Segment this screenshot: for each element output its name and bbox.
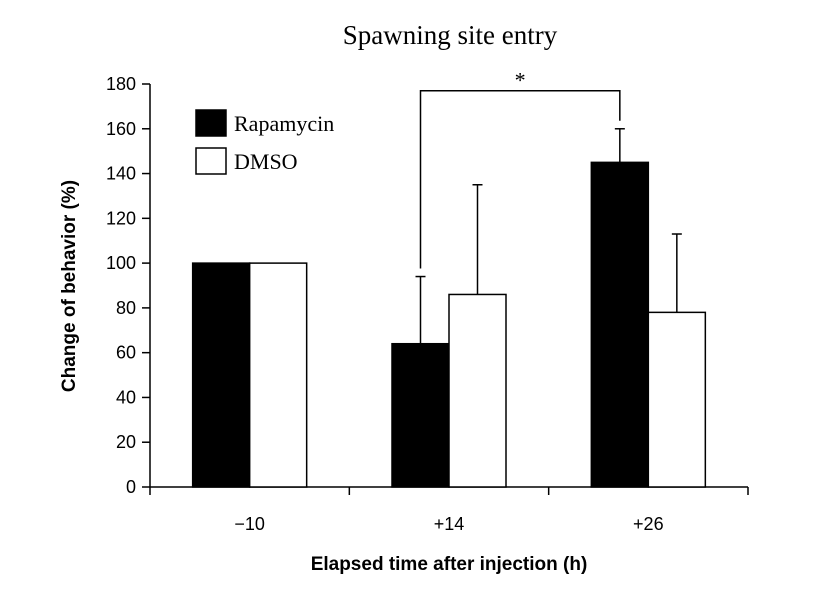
bars (191, 161, 707, 488)
y-axis-label: Change of behavior (%) (59, 180, 80, 392)
significance-annotations: * (419, 68, 621, 269)
significance-star: * (515, 68, 526, 93)
legend-label: Rapamycin (234, 111, 334, 136)
bar (391, 342, 450, 488)
y-tick-label: 60 (116, 343, 136, 363)
y-tick-label: 120 (106, 208, 136, 228)
y-tick-label: 160 (106, 119, 136, 139)
bar (248, 262, 308, 488)
y-tick-label: 80 (116, 298, 136, 318)
x-tick-label: +26 (633, 514, 664, 534)
legend-label: DMSO (234, 149, 298, 174)
axes: 0 20 40 60 80 100 120 140 160 180 −10 +14 +26 (106, 74, 749, 534)
x-tick-label: −10 (234, 514, 265, 534)
y-tick-label: 180 (106, 74, 136, 94)
x-tick-label: +14 (434, 514, 465, 534)
error-bars (415, 128, 682, 344)
bar (590, 161, 650, 488)
x-axis-label: Elapsed time after injection (h) (311, 554, 588, 575)
bar (191, 262, 251, 488)
legend-swatch (195, 147, 227, 175)
bar (647, 311, 707, 488)
y-tick-label: 100 (106, 253, 136, 273)
legend-swatch (195, 109, 227, 137)
y-tick-label: 40 (116, 387, 136, 407)
y-tick-label: 140 (106, 164, 136, 184)
chart-title: Spawning site entry (343, 20, 558, 50)
significance-bracket (419, 89, 621, 269)
y-tick-label: 0 (126, 477, 136, 497)
legend: Rapamycin DMSO (195, 109, 334, 175)
bar (448, 293, 507, 488)
y-tick-label: 20 (116, 432, 136, 452)
